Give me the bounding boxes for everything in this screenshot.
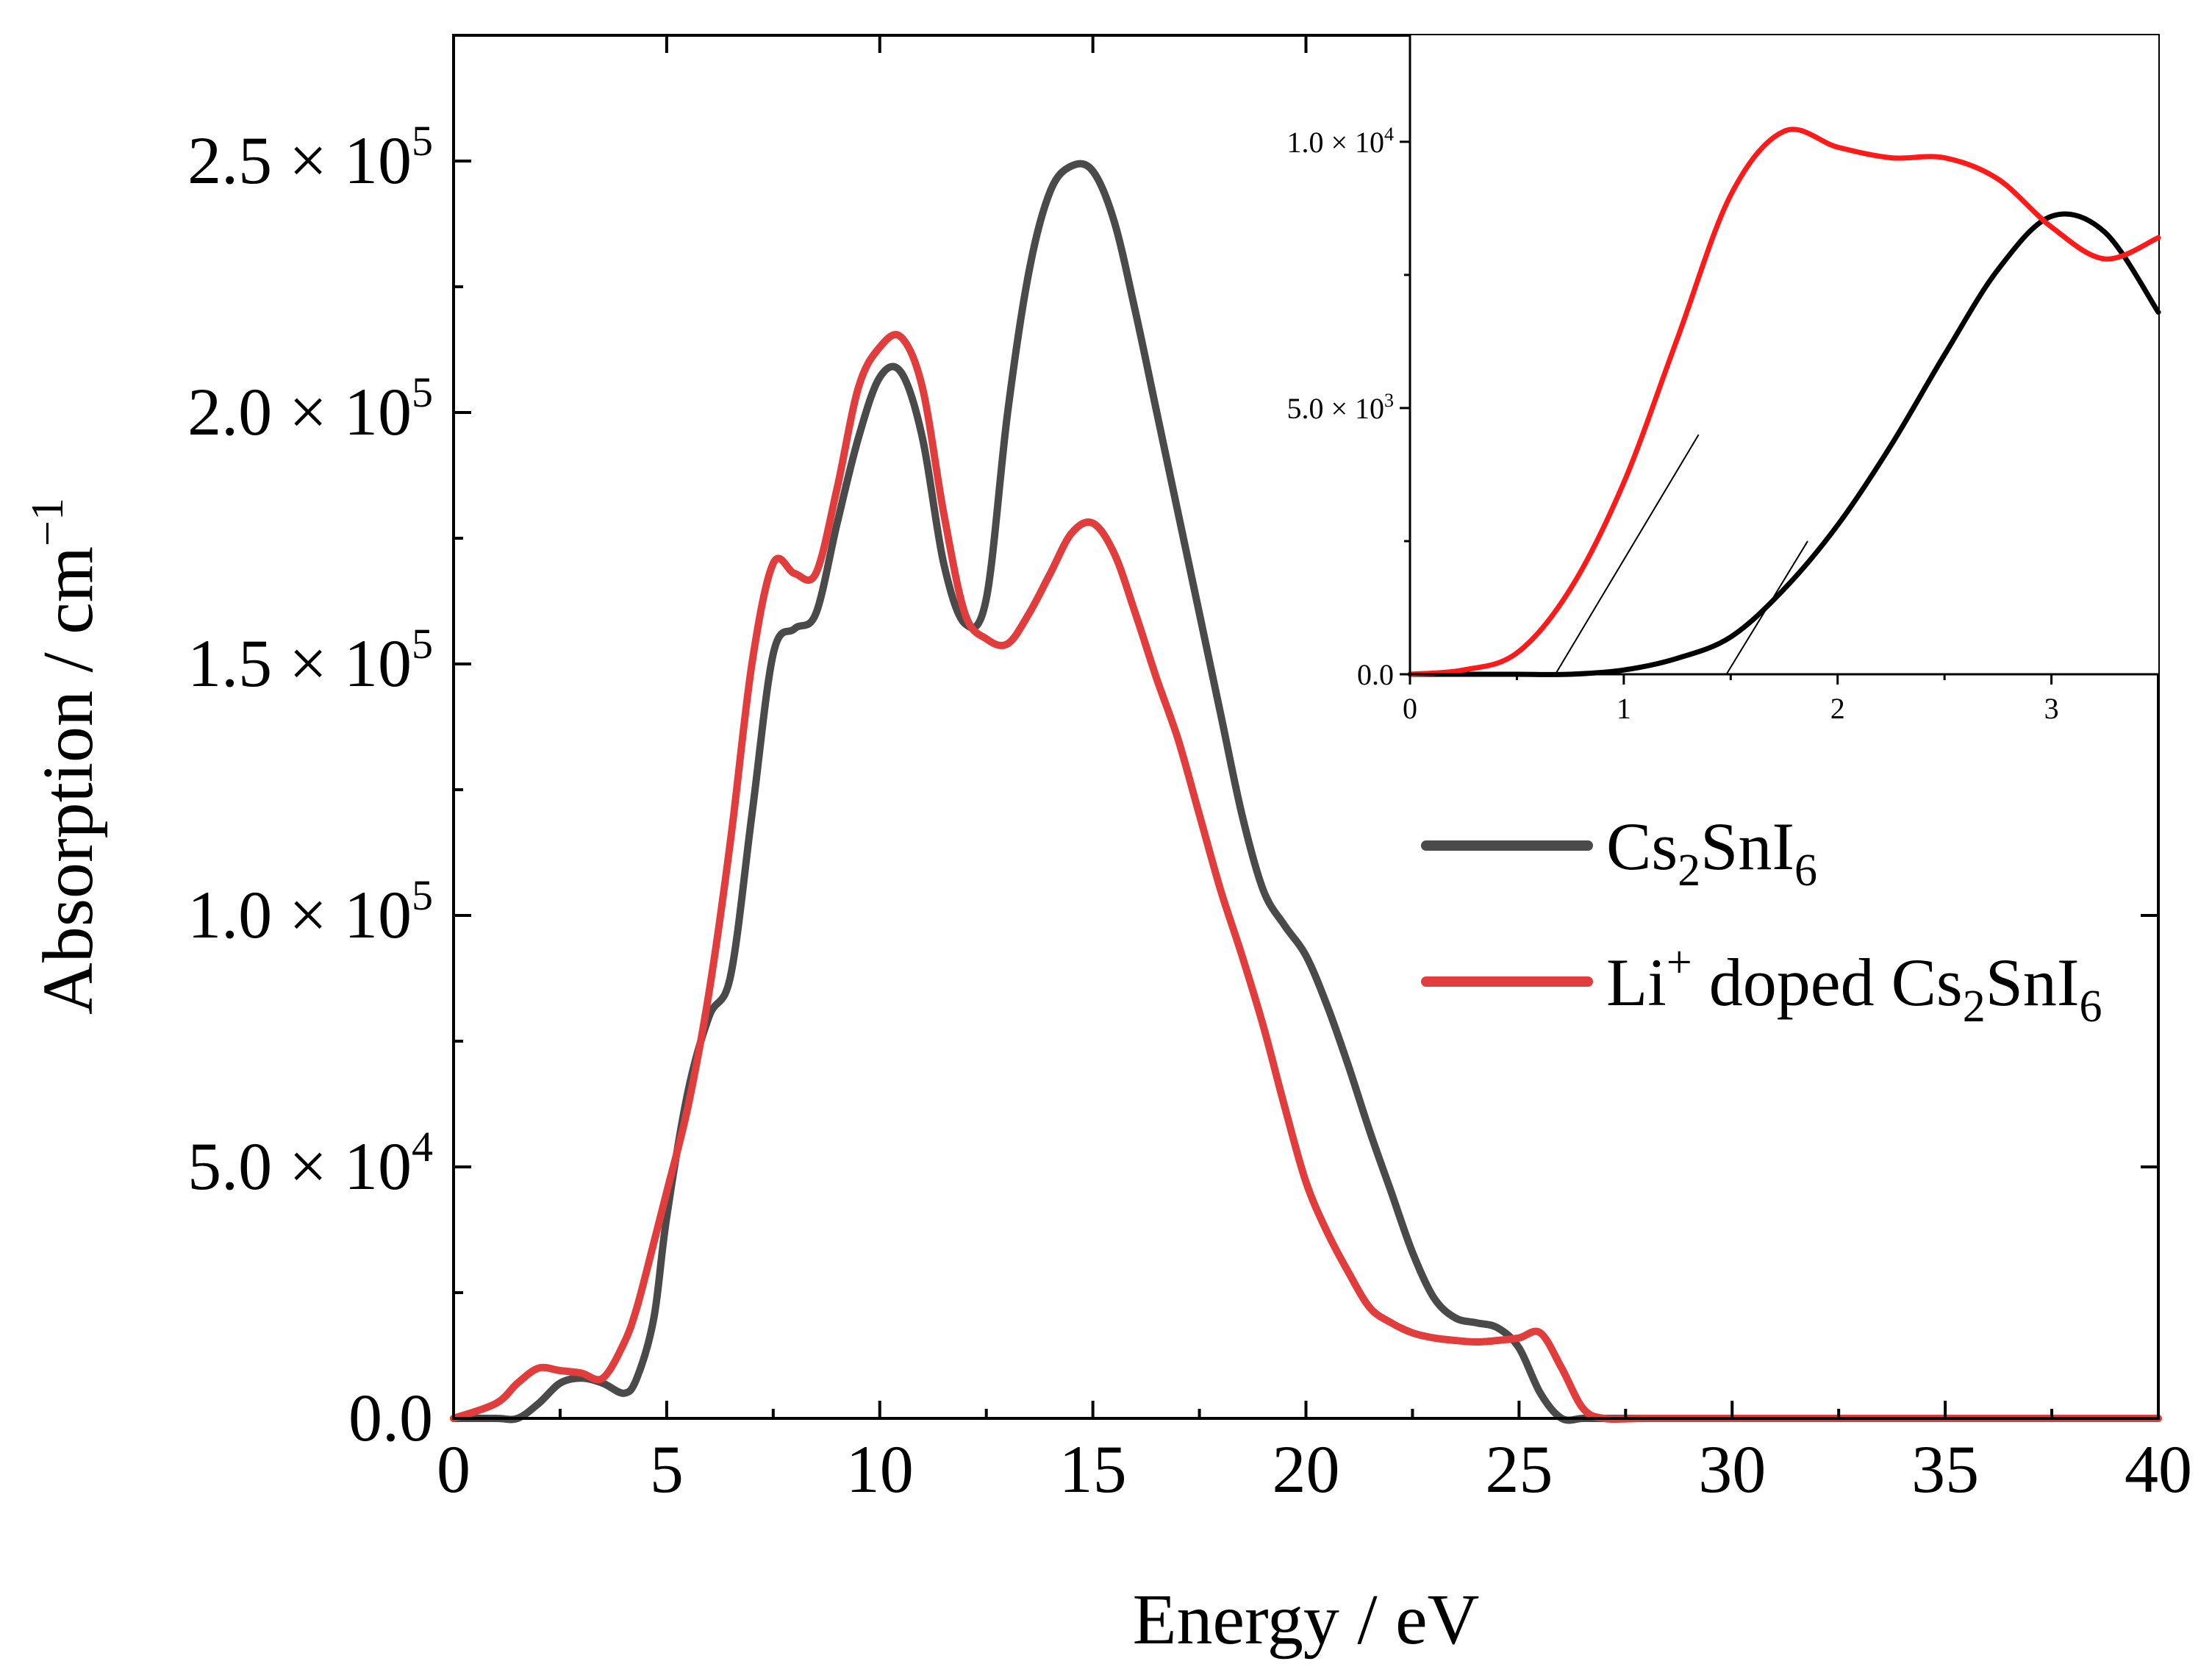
inset-series-line-1 <box>1407 126 2161 677</box>
main-y-tick-label: 2.0 × 105 <box>187 368 433 449</box>
legend-label-part: Li <box>1606 945 1667 1020</box>
inset-y-tick-mantissa: 5.0 × 10 <box>1286 392 1384 425</box>
main-x-tick-label: 0 <box>437 1432 470 1507</box>
main-x-tick-label: 20 <box>1273 1432 1340 1507</box>
y-tick-exponent: 5 <box>412 871 433 919</box>
main-y-tick-label: 1.0 × 105 <box>187 871 433 952</box>
main-x-tick-label: 25 <box>1485 1432 1553 1507</box>
legend-label-part: Cs <box>1606 809 1678 884</box>
y-axis-title: Absorption / cm−1 <box>23 498 108 1015</box>
y-axis-title-superscript: −1 <box>23 498 73 546</box>
inset-x-tick-label: 2 <box>1830 692 1845 725</box>
legend-label-part: SnI <box>1986 945 2080 1020</box>
legend-label-part: 2 <box>1963 982 1986 1032</box>
inset-y-tick-mantissa: 1.0 × 10 <box>1286 126 1384 159</box>
inset-x-tick-label: 1 <box>1617 692 1631 725</box>
legend-label-1: Li+ doped Cs2SnI6 <box>1606 938 2102 1032</box>
main-x-tick-label: 10 <box>846 1432 914 1507</box>
inset-y-tick-label: 5.0 × 103 <box>1286 390 1394 425</box>
legend-label-part: + <box>1667 938 1692 988</box>
legend-label-0: Cs2SnI6 <box>1606 809 1817 896</box>
y-tick-mantissa: 5.0 × 10 <box>187 1129 412 1204</box>
inset-tangent-line-1 <box>1725 540 1808 675</box>
main-x-tick-label: 5 <box>650 1432 684 1507</box>
main-x-tick-label: 30 <box>1698 1432 1766 1507</box>
legend-label-part: 6 <box>1794 846 1817 896</box>
main-y-tick-label: 5.0 × 104 <box>187 1123 433 1204</box>
x-axis-title: Energy / eV <box>1133 1580 1480 1660</box>
y-tick-exponent: 5 <box>412 117 433 165</box>
main-x-tick-label: 40 <box>2125 1432 2192 1507</box>
inset-y-tick-label: 0.0 <box>1357 658 1394 691</box>
main-y-tick-label: 2.5 × 105 <box>187 117 433 198</box>
legend-label-part: doped Cs <box>1692 945 1963 1020</box>
y-tick-exponent: 4 <box>412 1123 433 1171</box>
y-tick-exponent: 5 <box>412 620 433 668</box>
main-y-tick-label: 1.5 × 105 <box>187 620 433 701</box>
legend-label-part: SnI <box>1700 809 1794 884</box>
main-series-line-1 <box>450 331 2162 1424</box>
y-tick-mantissa: 1.0 × 10 <box>187 877 412 952</box>
inset-y-tick-exponent: 3 <box>1384 390 1394 411</box>
main-x-tick-label: 15 <box>1059 1432 1127 1507</box>
y-axis-title-text: Absorption / cm <box>29 546 108 1015</box>
y-tick-mantissa: 2.0 × 10 <box>187 374 412 449</box>
legend-label-part: 2 <box>1678 846 1700 896</box>
y-tick-mantissa: 1.5 × 10 <box>187 626 412 701</box>
inset-y-tick-label: 1.0 × 104 <box>1286 124 1394 159</box>
inset-tangent-line-0 <box>1554 434 1700 675</box>
main-y-tick-label: 0.0 <box>348 1380 433 1455</box>
legend-label-part: 6 <box>2080 982 2102 1032</box>
y-tick-exponent: 5 <box>412 368 433 416</box>
inset-x-tick-label: 3 <box>2044 692 2059 725</box>
y-tick-mantissa: 2.5 × 10 <box>187 123 412 198</box>
main-x-tick-label: 35 <box>1911 1432 1979 1507</box>
inset-y-tick-exponent: 4 <box>1384 124 1394 145</box>
main-series-layer <box>450 160 2162 1424</box>
inset-background <box>1410 35 2158 674</box>
inset-x-tick-label: 0 <box>1403 692 1417 725</box>
